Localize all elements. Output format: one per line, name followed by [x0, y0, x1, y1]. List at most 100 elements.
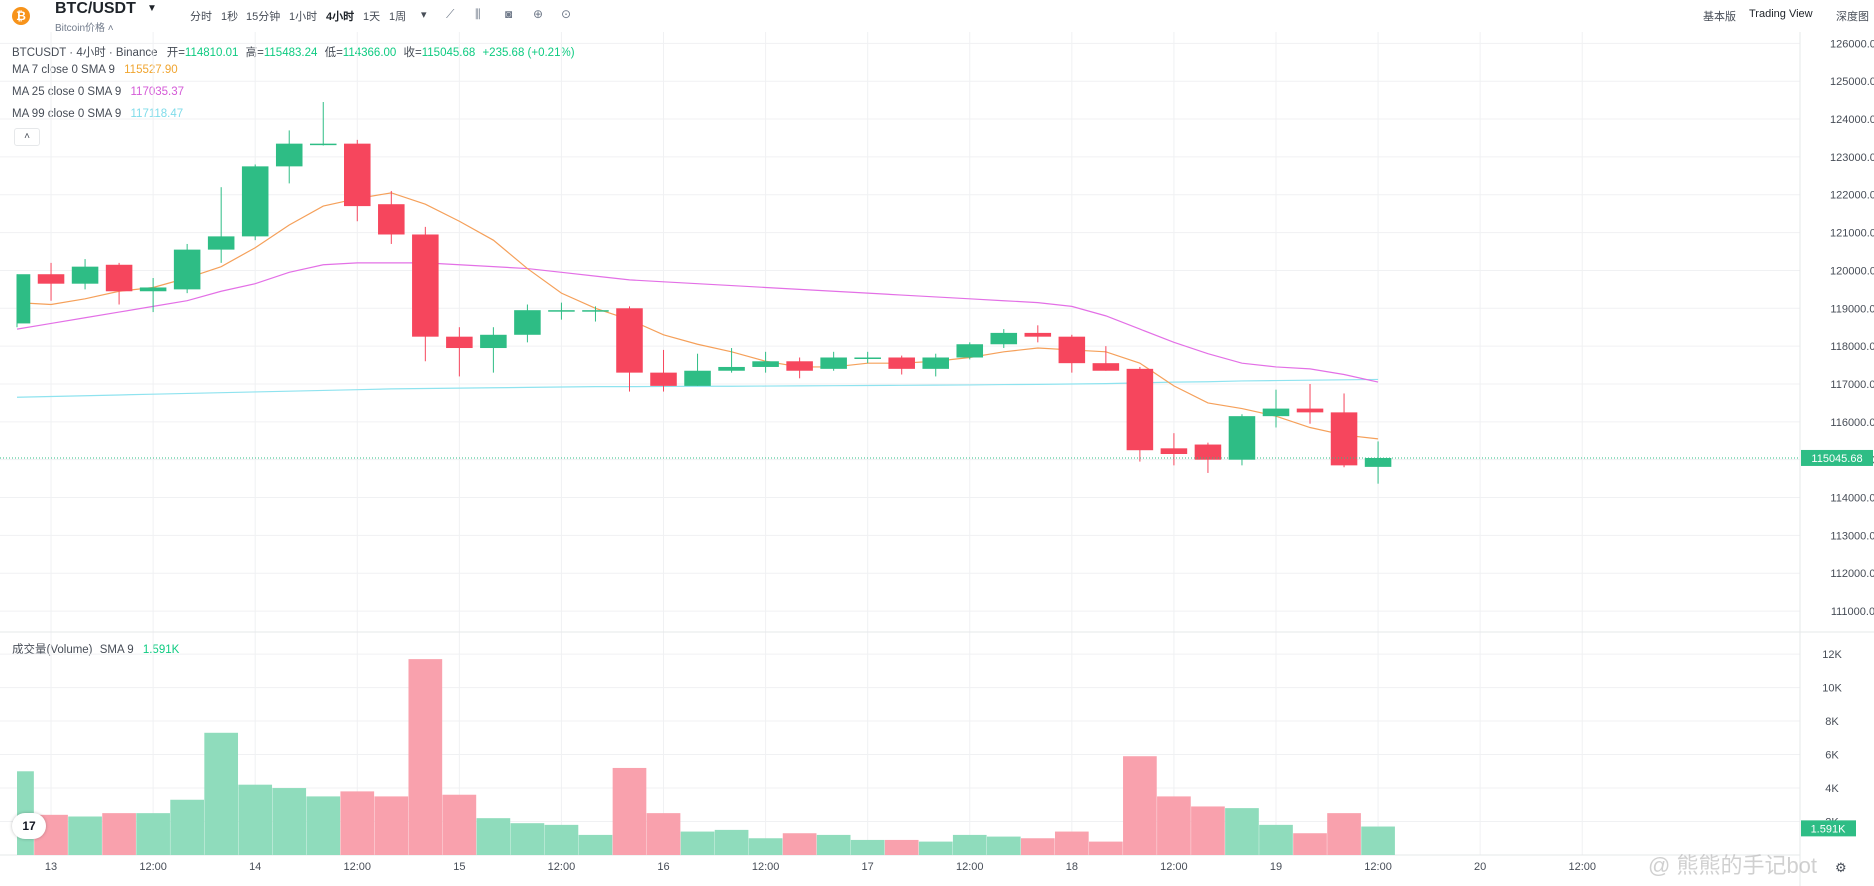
top-toolbar: ₿ BTC/USDT ▼ Bitcoin价格 ˄ 分时 1秒 15分钟 1小时 4小时 1… [0, 0, 1874, 34]
volume-bar [714, 829, 749, 855]
candle-body [105, 264, 133, 292]
price-tick-label: 119000.00 [1830, 303, 1874, 315]
time-tick-label: 12:00 [956, 861, 984, 873]
interval-tab-1[interactable]: 1秒 [221, 11, 239, 23]
price-tick-label: 123000.00 [1830, 152, 1874, 164]
volume-bar [646, 813, 681, 855]
chevron-down-icon[interactable]: ▼ [147, 3, 157, 14]
candle-body [1126, 368, 1154, 451]
view-tab-1[interactable]: Trading View [1749, 8, 1813, 20]
time-tick-label: 13 [45, 861, 57, 873]
volume-bar [884, 839, 919, 855]
candle-body [990, 332, 1018, 345]
volume-bar [476, 818, 511, 855]
volume-bar [272, 788, 307, 855]
candle-type-icon[interactable]: ⫼ [475, 7, 481, 21]
volume-bar [952, 834, 987, 855]
candle-body [752, 361, 779, 367]
price-tick-label: 117000.00 [1830, 379, 1874, 391]
ma99-legend: MA 99 close 0 SMA 9 117118.47 [12, 108, 183, 120]
candle-body [1092, 363, 1120, 371]
last-price-label: 115045.68 [1811, 453, 1862, 465]
volume-bar [544, 824, 579, 855]
candle-body [1330, 412, 1358, 466]
candle-body [582, 310, 609, 312]
volume-bar [680, 831, 715, 855]
volume-bar [1089, 841, 1123, 855]
volume-sma-badge [1801, 820, 1856, 837]
volume-tick-label: 8K [1825, 716, 1839, 728]
volume-bar [1157, 796, 1191, 855]
tradingview-logo[interactable]: 17 [12, 813, 46, 839]
volume-bar [170, 799, 204, 855]
candle-body [275, 143, 303, 167]
candle-body [616, 308, 643, 373]
asset-subtitle: Bitcoin价格 ˄ [55, 23, 114, 34]
candle-body [173, 249, 201, 290]
time-tick-label: 20 [1474, 861, 1486, 873]
volume-bar [816, 834, 851, 855]
camera-icon[interactable]: ◙ [505, 7, 513, 21]
candle-body [1228, 416, 1256, 460]
volume-bar [1361, 826, 1395, 855]
ma7-legend: MA 7 close 0 SMA 9 115527.90 [12, 64, 178, 76]
interval-tab-2[interactable]: 15分钟 [246, 11, 281, 23]
price-tick-label: 122000.00 [1830, 190, 1874, 202]
view-tab-0[interactable]: 基本版 [1703, 11, 1736, 23]
candle-body [820, 357, 847, 369]
candle-body [1024, 332, 1052, 337]
volume-sma-value: 1.591K [142, 644, 180, 656]
interval-tab-6[interactable]: 1周 [389, 11, 407, 23]
gear-icon[interactable]: ⚙ [1835, 860, 1847, 875]
candle-body [446, 336, 473, 349]
ma25-line [16, 262, 1379, 383]
price-tick-label: 116000.00 [1830, 417, 1874, 429]
interval-tab-3[interactable]: 1小时 [289, 11, 318, 23]
last-price-badge [1801, 449, 1873, 466]
ohlc-legend: BTCUSDT · 4小时 · Binance 开=114810.01 高=11… [12, 44, 575, 60]
watermark-text: @ 熊熊的手记bot [1648, 853, 1818, 878]
time-tick-label: 12:00 [1364, 861, 1392, 873]
symbol-selector[interactable]: BTC/USDT [55, 0, 136, 17]
candle-body [17, 274, 31, 324]
candle-body [718, 366, 745, 371]
ma25-label: MA 25 close 0 SMA 9 [12, 86, 122, 98]
view-tab-2[interactable]: 深度图 [1836, 11, 1869, 23]
price-tick-label: 112000.00 [1830, 568, 1874, 580]
interval-tab-0[interactable]: 分时 [190, 11, 212, 23]
bitcoin-icon: ₿ [12, 7, 30, 25]
interval-tab-4[interactable]: 4小时 [326, 11, 355, 23]
collapse-legend-button[interactable]: ˄ [14, 128, 40, 146]
candle-body [412, 234, 439, 337]
candle-body [1364, 457, 1392, 467]
time-tick-label: 15 [453, 861, 465, 873]
price-tick-label: 111000.00 [1831, 606, 1874, 618]
time-tick-label: 12:00 [1160, 861, 1188, 873]
close-value: 115045.68 [421, 47, 476, 59]
candle-body [956, 344, 984, 358]
volume-bar [1327, 813, 1361, 855]
high-value: 115483.24 [263, 47, 318, 59]
volume-bar [374, 796, 409, 855]
more-intervals-icon[interactable]: ▾ [421, 9, 427, 21]
volume-bar [204, 732, 239, 855]
candle-body [514, 310, 541, 335]
volume-bar [1259, 824, 1293, 855]
time-tick-label: 16 [657, 861, 669, 873]
candle-body [854, 357, 881, 359]
candle-body [344, 143, 371, 207]
add-icon[interactable]: ⊕ [533, 7, 544, 21]
volume-bar [782, 833, 817, 855]
indicator-icon[interactable]: ⟋ [446, 7, 455, 21]
settings-icon[interactable]: ⊙ [561, 7, 572, 21]
candle-body [1058, 336, 1086, 364]
candle-body [71, 266, 99, 284]
time-tick-label: 12:00 [752, 861, 780, 873]
volume-bar [340, 791, 375, 855]
candle-body [207, 236, 235, 250]
open-value: 114810.01 [184, 47, 239, 59]
price-tick-label: 126000.00 [1830, 38, 1874, 50]
interval-tab-5[interactable]: 1天 [363, 11, 381, 23]
candle-body [378, 204, 405, 235]
